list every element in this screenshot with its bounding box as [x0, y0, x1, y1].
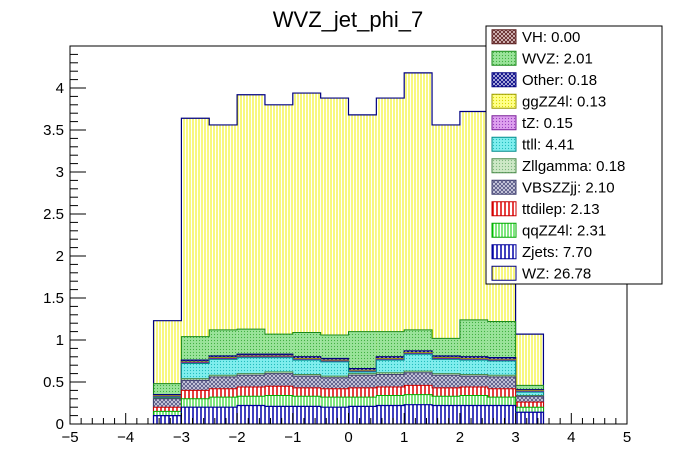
- legend-swatch-wvz: [491, 50, 517, 66]
- y-tick-label-5: 2.5: [43, 206, 64, 223]
- bar-zjets-10: [432, 405, 460, 424]
- bar-zjets-12: [487, 405, 516, 424]
- legend-swatch-zjets: [491, 244, 517, 260]
- bar-zjets-4: [264, 406, 293, 424]
- stacked-bars: [152, 72, 545, 425]
- bar-zjets-8: [376, 405, 405, 424]
- bar-zjets-3: [237, 405, 265, 424]
- y-tick-label-2: 1: [56, 332, 64, 349]
- y-tick-label-7: 3.5: [43, 122, 64, 139]
- x-tick-label-10: 5: [623, 429, 631, 446]
- bar-zjets-7: [348, 406, 377, 424]
- x-tick-label-0: −5: [61, 429, 78, 446]
- legend-box: [485, 25, 663, 285]
- bar-zjets-9: [404, 404, 433, 424]
- axes: −5 −4 −3 −2 −1 0 1 2 3 4 5 0 0.5 1 1.5 2 2.5 3 3.5 4: [43, 53, 631, 446]
- outline-zjets: [152, 404, 545, 424]
- legend-swatch-ttdilep: [491, 201, 517, 217]
- legend: VH: 0.00 WVZ: 2.01 Other: 0.18 ggZZ4l: 0.13…: [485, 25, 663, 285]
- x-tick-label-4: −1: [284, 429, 301, 446]
- outline-wvz: [153, 319, 544, 424]
- x-tick-label-9: 4: [567, 429, 575, 446]
- legend-swatch-qqzz4l: [491, 222, 517, 238]
- legend-label-ttdilep: ttdilep: 2.13: [522, 201, 600, 218]
- y-tick-label-1: 0.5: [43, 374, 64, 391]
- legend-label-ggzz4l: ggZZ4l: 0.13: [522, 93, 606, 110]
- legend-swatch-other: [491, 72, 517, 88]
- x-tick-label-8: 3: [511, 429, 519, 446]
- outline-vbszzjj: [153, 372, 544, 424]
- legend-swatch-vbszzjj: [491, 179, 517, 195]
- bar-zjets-1: [181, 407, 210, 424]
- legend-label-wvz: WVZ: 2.01: [522, 50, 593, 67]
- legend-label-zllgamma: Zllgamma: 0.18: [522, 158, 625, 175]
- bar-zjets-13: [515, 412, 544, 424]
- legend-label-wz: WZ: 26.78: [522, 265, 591, 282]
- legend-swatch-tz: [491, 115, 517, 131]
- legend-swatch-ttll: [491, 136, 517, 152]
- series-zjets: [152, 404, 545, 424]
- y-tick-label-3: 1.5: [43, 290, 64, 307]
- y-tick-label-8: 4: [56, 80, 64, 97]
- legend-label-zjets: Zjets: 7.70: [522, 244, 592, 261]
- legend-label-ttll: ttll: 4.41: [522, 136, 575, 153]
- legend-swatch-vh: [491, 29, 517, 45]
- x-tick-label-3: −2: [229, 429, 246, 446]
- legend-label-vbszzjj: VBSZZjj: 2.10: [522, 179, 615, 196]
- legend-label-tz: tZ: 0.15: [522, 115, 573, 132]
- x-tick-label-5: 0: [344, 429, 352, 446]
- outline-qqzz4l: [153, 394, 544, 424]
- x-tick-label-7: 2: [456, 429, 464, 446]
- legend-label-qqzz4l: qqZZ4l: 2.31: [522, 222, 606, 239]
- bar-zjets-5: [292, 406, 321, 424]
- x-tick-label-1: −4: [117, 429, 134, 446]
- legend-label-vh: VH: 0.00: [522, 29, 580, 46]
- legend-label-other: Other: 0.18: [522, 72, 597, 89]
- outline-ttdilep: [153, 384, 544, 424]
- legend-swatch-wz: [491, 265, 517, 281]
- outline-ttll: [153, 353, 544, 424]
- bar-zjets-2: [209, 407, 238, 424]
- x-tick-label-6: 1: [400, 429, 408, 446]
- x-tick-label-2: −3: [173, 429, 190, 446]
- legend-swatch-ggzz4l: [491, 93, 517, 109]
- bar-zjets-11: [459, 405, 488, 424]
- bar-zjets-0: [153, 415, 182, 424]
- y-tick-label-6: 3: [56, 164, 64, 181]
- legend-swatch-zllgamma: [491, 158, 517, 174]
- bar-zjets-6: [320, 407, 349, 424]
- y-tick-label-4: 2: [56, 248, 64, 265]
- chart-title: WVZ_jet_phi_7: [273, 7, 423, 32]
- y-tick-label-0: 0: [56, 416, 64, 433]
